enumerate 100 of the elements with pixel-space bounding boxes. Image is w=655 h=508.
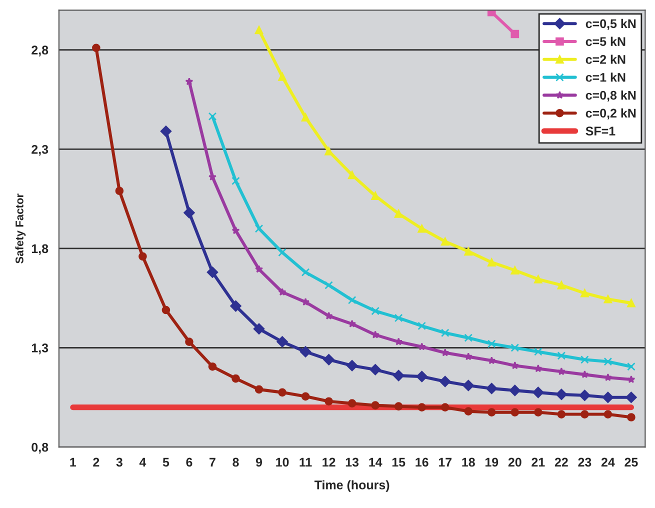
legend-label: c=5 kN <box>586 36 626 46</box>
point <box>557 352 566 360</box>
point <box>232 374 240 383</box>
point <box>604 357 612 366</box>
point <box>534 275 542 284</box>
x-tick-label: 4 <box>139 458 146 467</box>
point <box>487 258 496 267</box>
x-tick-label: 21 <box>532 458 545 467</box>
point <box>534 348 542 356</box>
x-tick-label: 1 <box>70 458 76 467</box>
point <box>278 288 286 296</box>
point <box>464 247 473 256</box>
point <box>416 370 428 382</box>
point <box>602 392 614 403</box>
y-axis-title: Safety Factor <box>15 194 26 264</box>
point <box>278 72 286 81</box>
point <box>580 370 589 378</box>
point <box>253 323 265 334</box>
point <box>579 390 590 402</box>
point <box>392 370 404 382</box>
point <box>418 322 426 330</box>
point <box>394 314 403 322</box>
x-tick-label: 22 <box>554 458 568 467</box>
x-tick-label: 5 <box>162 458 170 467</box>
legend-label: c=2 kN <box>586 54 626 64</box>
point <box>510 344 520 352</box>
point <box>323 354 334 366</box>
legend-label: c=0,8 kN <box>586 90 636 102</box>
x-axis-title: Time (hours) <box>314 480 390 492</box>
point <box>394 210 403 218</box>
point <box>348 296 356 304</box>
x-tick-label: 19 <box>485 458 498 467</box>
point <box>534 408 542 416</box>
point <box>418 224 426 233</box>
x-tick-label: 8 <box>232 458 239 467</box>
point <box>464 334 473 342</box>
point <box>534 364 542 372</box>
point <box>487 10 496 16</box>
x-tick-label: 23 <box>578 458 592 467</box>
x-tick-label: 13 <box>346 458 359 467</box>
point <box>160 126 172 137</box>
point <box>92 44 100 52</box>
x-tick-label: 2 <box>93 458 100 467</box>
point <box>370 364 381 376</box>
point <box>487 340 496 348</box>
y-tick-label: 2,3 <box>32 144 48 156</box>
x-tick-label: 7 <box>210 458 216 467</box>
point <box>138 252 147 261</box>
point <box>301 113 310 122</box>
point <box>510 30 520 38</box>
point <box>557 410 566 418</box>
point <box>254 224 264 233</box>
point <box>509 384 521 396</box>
x-tick-label: 6 <box>186 458 192 467</box>
point <box>162 306 170 314</box>
point <box>324 397 333 406</box>
point <box>300 346 312 358</box>
x-tick-label: 14 <box>369 458 382 467</box>
point <box>604 410 612 418</box>
point <box>302 298 310 306</box>
point <box>371 192 380 200</box>
point <box>580 355 589 364</box>
point <box>185 338 194 346</box>
point <box>440 328 450 338</box>
point <box>254 385 264 394</box>
point <box>487 408 496 416</box>
point <box>301 392 310 401</box>
point <box>464 407 473 416</box>
point <box>232 176 240 186</box>
point <box>556 388 568 400</box>
point <box>510 408 520 416</box>
point <box>462 380 474 392</box>
x-tick-label: 15 <box>392 458 406 467</box>
point <box>440 403 450 412</box>
point <box>254 26 264 34</box>
legend-label: SF=1 <box>586 126 616 136</box>
point <box>184 207 195 218</box>
point <box>115 186 124 196</box>
x-tick-label: 25 <box>624 458 638 467</box>
point <box>604 373 612 382</box>
point <box>486 382 498 394</box>
point <box>185 77 194 86</box>
x-tick-label: 24 <box>601 458 615 467</box>
y-tick-label: 1,8 <box>32 244 48 255</box>
point <box>441 348 450 356</box>
point <box>208 362 217 371</box>
point <box>580 288 589 298</box>
point <box>371 401 380 410</box>
point <box>394 338 403 346</box>
x-tick-label: 18 <box>462 458 475 467</box>
x-tick-label: 12 <box>322 458 336 467</box>
legend-label: c=0,5 kN <box>586 18 636 30</box>
legend-label: c=1 kN <box>586 72 626 82</box>
point <box>627 298 636 308</box>
point <box>232 226 240 234</box>
x-tick-label: 20 <box>508 458 522 467</box>
point <box>348 399 356 408</box>
point <box>510 266 520 274</box>
point <box>627 413 636 422</box>
point <box>324 312 333 320</box>
